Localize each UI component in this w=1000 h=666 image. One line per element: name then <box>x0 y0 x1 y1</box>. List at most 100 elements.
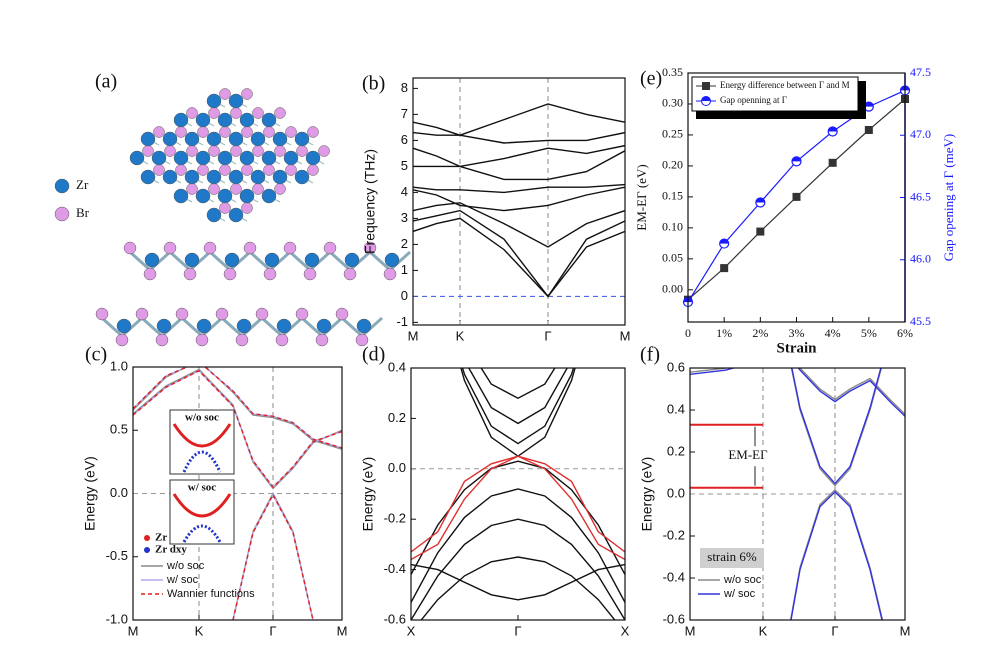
atom <box>208 107 220 119</box>
x-tick-label: 5% <box>861 326 877 340</box>
atom <box>156 318 172 334</box>
x-tick-label: K <box>759 623 768 638</box>
atom <box>219 126 231 138</box>
atom <box>307 164 319 176</box>
atom <box>274 183 286 195</box>
atom <box>223 267 237 281</box>
x-tick-label: M <box>900 623 911 638</box>
atom <box>206 207 222 223</box>
bond <box>248 250 272 272</box>
atom <box>195 112 211 128</box>
band <box>411 455 625 553</box>
atom <box>307 126 319 138</box>
atom <box>155 333 169 347</box>
y-tick-label: -0.4 <box>663 569 685 584</box>
bond <box>180 316 204 338</box>
y-tick-label: 0.05 <box>662 251 683 265</box>
atom <box>276 318 292 334</box>
y2-tick-label: 46.0 <box>910 252 931 266</box>
plot-frame <box>689 367 906 621</box>
x-tick-label: Γ <box>544 328 551 343</box>
atom <box>197 126 209 138</box>
band <box>413 131 625 144</box>
panel-label: (f) <box>640 344 660 366</box>
atom <box>129 150 145 166</box>
y-tick-label: 1.0 <box>110 358 128 373</box>
x-tick-label: X <box>407 623 416 638</box>
y-tick-label: -0.5 <box>106 548 128 563</box>
atom <box>164 145 176 157</box>
atom <box>274 145 286 157</box>
atom <box>184 169 200 185</box>
atom <box>215 307 229 321</box>
atom <box>255 307 269 321</box>
x-tick-label: M <box>337 623 348 638</box>
x-tick-label: M <box>685 623 696 638</box>
y-tick-label: 0.6 <box>667 359 685 374</box>
y-tick-label: -1 <box>396 314 408 329</box>
atom <box>272 131 288 147</box>
atom <box>153 126 165 138</box>
legend-swatch <box>702 82 710 90</box>
x-tick-label: K <box>195 623 204 638</box>
bond <box>100 316 124 338</box>
note: strain 6% <box>707 549 757 564</box>
atom <box>196 318 212 334</box>
atom <box>173 112 189 128</box>
y-tick-label: 0.15 <box>662 189 683 203</box>
atom <box>315 333 329 347</box>
y-axis-label: Frequency (THz) <box>362 149 378 254</box>
bond <box>168 250 192 272</box>
y2-tick-label: 47.5 <box>910 65 931 79</box>
atom <box>116 318 132 334</box>
band <box>411 488 625 603</box>
atom <box>173 150 189 166</box>
atom <box>283 241 297 255</box>
atom <box>186 145 198 157</box>
atom <box>230 183 242 195</box>
x-tick-label: M <box>620 328 631 343</box>
atom <box>235 333 249 347</box>
atom <box>261 188 277 204</box>
band <box>411 563 625 601</box>
band <box>461 368 575 445</box>
atom <box>230 107 242 119</box>
plot-frame <box>687 72 906 323</box>
marker-shape <box>792 192 801 201</box>
atom <box>272 169 288 185</box>
y-tick-label: 0 <box>401 288 408 303</box>
x-tick-label: 3% <box>789 326 805 340</box>
atom <box>219 164 231 176</box>
atom <box>241 126 253 138</box>
atom <box>296 145 308 157</box>
atom <box>140 131 156 147</box>
x-tick-label: Γ <box>269 623 276 638</box>
band <box>133 367 342 450</box>
atom <box>239 150 255 166</box>
y-axis-label: Energy (eV) <box>82 456 98 531</box>
atom <box>224 252 240 268</box>
atom <box>228 131 244 147</box>
atom <box>183 267 197 281</box>
atom <box>197 164 209 176</box>
atom <box>264 252 280 268</box>
y-tick-label: 0.00 <box>662 282 683 296</box>
band <box>468 368 569 425</box>
band <box>420 556 616 620</box>
marker <box>791 156 802 167</box>
y-tick-label: 0.4 <box>667 401 685 416</box>
marker-shape <box>864 125 873 134</box>
marker <box>792 192 801 201</box>
atom <box>175 126 187 138</box>
bond <box>300 316 324 338</box>
atom <box>95 307 109 321</box>
marker-shape <box>828 158 837 167</box>
atom <box>115 333 129 347</box>
atom <box>285 126 297 138</box>
band <box>133 367 342 449</box>
bond <box>220 316 244 338</box>
inset-box <box>169 479 235 545</box>
legend-dot <box>144 535 150 541</box>
atom <box>274 107 286 119</box>
atom <box>143 267 157 281</box>
